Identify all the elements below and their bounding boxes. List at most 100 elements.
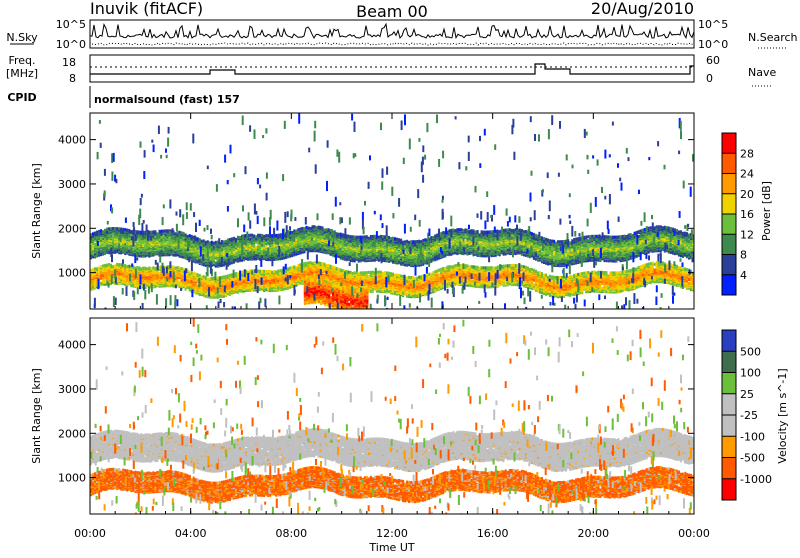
- power-cell: [605, 290, 607, 293]
- power-cell: [442, 267, 444, 270]
- power-cell: [372, 271, 374, 274]
- power-cell: [581, 272, 583, 275]
- power-cell: [237, 272, 239, 275]
- power-cell: [432, 271, 434, 274]
- power-cell: [507, 270, 509, 273]
- power-cell: [378, 290, 380, 293]
- power-cell: [424, 289, 426, 292]
- power-cell: [159, 272, 161, 275]
- power-cell: [487, 266, 489, 269]
- power-cell: [199, 274, 201, 277]
- power-cell: [330, 265, 332, 268]
- power-cell: [175, 267, 177, 270]
- power-cell: [382, 281, 384, 284]
- power-cell: [150, 267, 152, 270]
- power-cell: [225, 275, 227, 278]
- power-cell: [575, 273, 577, 276]
- power-cell: [307, 261, 309, 264]
- power-cell: [555, 290, 557, 293]
- power-cell: [543, 274, 545, 277]
- power-cell: [392, 273, 394, 276]
- power-cell: [118, 263, 120, 266]
- power-cell: [350, 271, 352, 274]
- power-heatmap: [90, 113, 696, 318]
- power-cell: [136, 266, 138, 269]
- power-cell: [523, 265, 525, 268]
- power-cell: [444, 267, 446, 270]
- power-cell: [428, 277, 430, 280]
- freq-tick-bottom: 8: [69, 72, 76, 85]
- power-cell: [531, 268, 533, 271]
- power-cell: [332, 266, 334, 269]
- power-cell: [310, 261, 312, 264]
- nsearch-label: N.Search: [748, 31, 798, 44]
- power-cell: [597, 271, 599, 274]
- power-cell: [541, 272, 543, 275]
- power-cell: [227, 274, 229, 277]
- power-cell: [545, 274, 547, 277]
- power-cell: [400, 275, 402, 278]
- power-cell: [438, 273, 440, 276]
- power-cell: [603, 271, 605, 274]
- power-cell: [261, 270, 263, 273]
- power-cell: [396, 274, 398, 277]
- power-cell: [430, 273, 432, 276]
- power-cell: [452, 265, 454, 268]
- power-cell: [277, 270, 279, 273]
- power-cell: [380, 271, 382, 274]
- power-cell: [96, 267, 98, 270]
- power-cell: [305, 262, 307, 265]
- power-cell: [265, 270, 267, 273]
- power-cell: [273, 270, 275, 273]
- power-cell: [505, 264, 507, 267]
- power-cell: [420, 281, 422, 284]
- power-cell: [368, 271, 370, 274]
- power-cell: [221, 276, 223, 279]
- power-cell: [326, 264, 328, 267]
- power-cell: [465, 264, 467, 267]
- power-cell: [481, 266, 483, 269]
- power-cell: [511, 264, 513, 267]
- power-cell: [537, 271, 539, 274]
- power-cell: [112, 265, 114, 268]
- power-cell: [265, 285, 267, 288]
- freq-unit-label: [MHz]: [6, 67, 38, 80]
- power-cell: [336, 267, 338, 270]
- power-cell: [388, 272, 390, 275]
- power-cell: [231, 273, 233, 276]
- power-cell: [342, 269, 344, 272]
- power-cell: [223, 275, 225, 278]
- power-cell: [189, 271, 191, 274]
- power-cell: [352, 272, 354, 275]
- power-cell: [195, 272, 197, 275]
- power-cell: [527, 267, 529, 270]
- power-cell: [269, 270, 271, 273]
- power-cell: [469, 266, 471, 269]
- freq-panel-frame: [90, 55, 694, 82]
- power-cell: [334, 266, 336, 269]
- power-cell: [386, 271, 388, 274]
- power-cell: [513, 264, 515, 267]
- power-cell: [382, 272, 384, 275]
- power-cell: [191, 272, 193, 275]
- power-cell: [152, 266, 154, 269]
- power-cell: [312, 272, 314, 275]
- power-cell: [408, 276, 410, 279]
- power-cell: [509, 264, 511, 267]
- power-cell: [450, 266, 452, 269]
- power-cell: [446, 266, 448, 269]
- nave-tick-bottom: 0: [706, 72, 713, 85]
- power-cell: [448, 265, 450, 268]
- power-cell: [98, 267, 100, 270]
- power-cell: [259, 270, 261, 273]
- power-cell: [102, 264, 104, 267]
- power-cell: [100, 282, 102, 285]
- power-cell: [340, 268, 342, 271]
- power-cell: [257, 270, 259, 273]
- power-cell: [503, 265, 505, 268]
- power-cell: [418, 276, 420, 279]
- power-cell: [287, 267, 289, 270]
- power-cell: [370, 271, 372, 274]
- power-cell: [140, 267, 142, 270]
